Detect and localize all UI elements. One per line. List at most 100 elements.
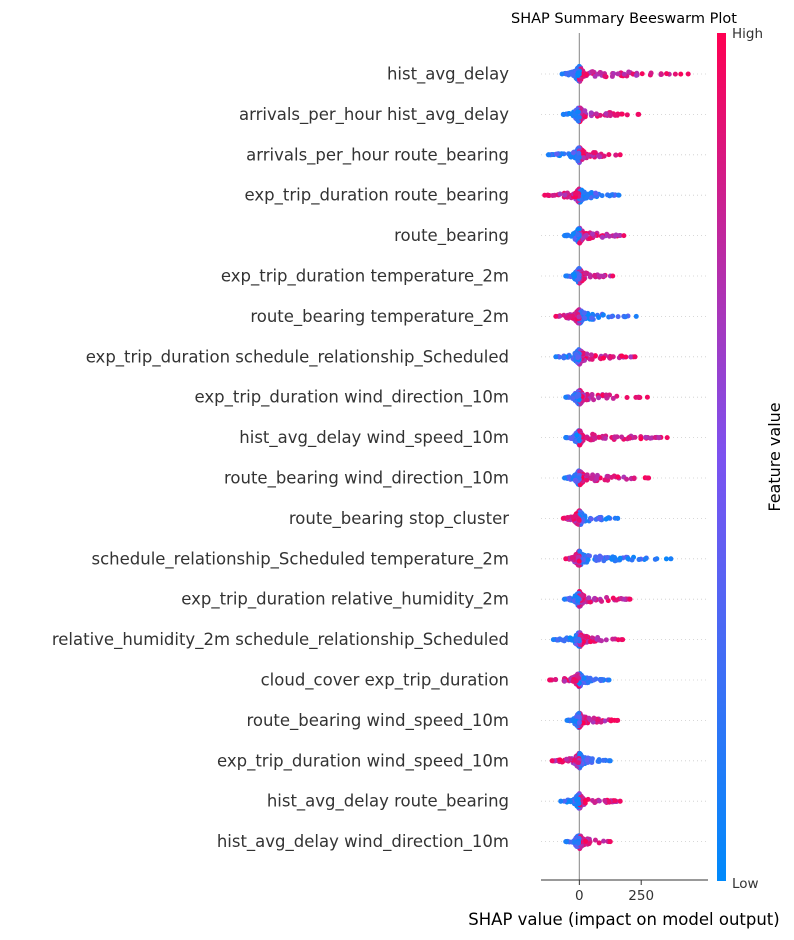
dot — [613, 232, 619, 238]
dot — [574, 797, 580, 803]
feature-label: cloud_cover exp_trip_duration — [261, 671, 509, 691]
feature-dots — [562, 589, 633, 609]
dot — [596, 798, 602, 804]
feature-dots — [550, 630, 626, 649]
feature-label: exp_trip_duration wind_speed_10m — [217, 751, 509, 771]
dot — [574, 432, 580, 438]
dot — [639, 71, 645, 77]
dot — [563, 435, 569, 441]
dot — [672, 71, 678, 77]
dot — [601, 838, 607, 844]
dot — [550, 637, 556, 643]
dot — [563, 273, 569, 279]
dot — [607, 839, 613, 845]
dot — [604, 594, 610, 600]
dot — [566, 110, 572, 116]
dot — [609, 314, 615, 320]
dot — [609, 73, 615, 79]
x-axis-label: SHAP value (impact on model output) — [468, 910, 779, 929]
dot — [664, 71, 670, 77]
dot — [624, 395, 630, 401]
dot — [591, 715, 597, 721]
dot — [606, 233, 612, 239]
dot — [568, 436, 574, 442]
feature-label: hist_avg_delay route_bearing — [267, 792, 509, 812]
dot — [573, 637, 579, 643]
feature-dots — [560, 508, 621, 527]
dot — [602, 73, 608, 79]
dot — [600, 355, 606, 361]
dot — [560, 637, 566, 643]
dot — [607, 193, 613, 199]
dot — [571, 757, 577, 763]
dot — [585, 679, 591, 685]
dot — [550, 192, 556, 198]
dot — [589, 756, 595, 762]
dot — [586, 595, 592, 601]
dot — [565, 232, 571, 238]
dot — [581, 310, 587, 316]
dot — [643, 555, 649, 561]
dot — [612, 555, 618, 561]
dot — [616, 192, 622, 198]
feature-dots — [553, 347, 638, 367]
dot — [576, 314, 582, 320]
dot — [617, 798, 623, 804]
dot — [554, 637, 560, 643]
dot — [591, 596, 597, 602]
dot — [636, 557, 642, 563]
dot — [635, 394, 641, 400]
dot — [581, 189, 587, 195]
dot — [663, 556, 669, 562]
dot — [615, 474, 621, 480]
dot — [615, 314, 621, 320]
feature-label: route_bearing stop_cluster — [289, 509, 509, 529]
dot — [566, 597, 572, 603]
dot — [588, 110, 594, 116]
dot — [576, 150, 582, 156]
feature-label: route_bearing wind_speed_10m — [246, 711, 509, 731]
dot — [636, 111, 642, 117]
dot — [600, 312, 606, 318]
dot — [685, 71, 691, 77]
dot — [581, 675, 587, 681]
x-tick-label: 250 — [628, 888, 654, 904]
dot — [621, 71, 627, 77]
dot — [619, 111, 625, 117]
dot — [598, 273, 604, 279]
dot — [596, 314, 602, 320]
dot — [588, 352, 594, 358]
dot — [581, 155, 587, 161]
dot — [593, 111, 599, 117]
dot — [592, 837, 598, 843]
dot — [606, 677, 612, 683]
dot — [582, 270, 588, 276]
feature-label: exp_trip_duration schedule_relationship_… — [86, 347, 509, 367]
dot — [576, 554, 582, 560]
dot — [570, 678, 576, 684]
dot — [603, 637, 609, 643]
dot — [562, 678, 568, 684]
dot — [632, 434, 638, 440]
dot — [596, 395, 602, 401]
dot — [617, 555, 623, 561]
dot — [633, 313, 639, 319]
feature-gridlines — [541, 73, 708, 842]
feature-label: hist_avg_delay wind_speed_10m — [239, 428, 509, 448]
dot — [563, 556, 569, 562]
dot — [553, 677, 559, 683]
feature-dots — [553, 307, 639, 326]
dot — [563, 756, 569, 762]
dot — [599, 234, 605, 240]
dot — [619, 353, 625, 359]
dot — [628, 354, 634, 360]
dot — [553, 354, 559, 360]
dot — [575, 355, 581, 361]
dot — [563, 71, 569, 77]
dot — [587, 235, 593, 241]
feature-label: exp_trip_duration relative_humidity_2m — [181, 590, 509, 610]
dot — [575, 232, 581, 238]
feature-label: arrivals_per_hour route_bearing — [246, 145, 509, 165]
dot — [577, 240, 583, 246]
feature-label: relative_humidity_2m schedule_relationsh… — [52, 630, 509, 650]
